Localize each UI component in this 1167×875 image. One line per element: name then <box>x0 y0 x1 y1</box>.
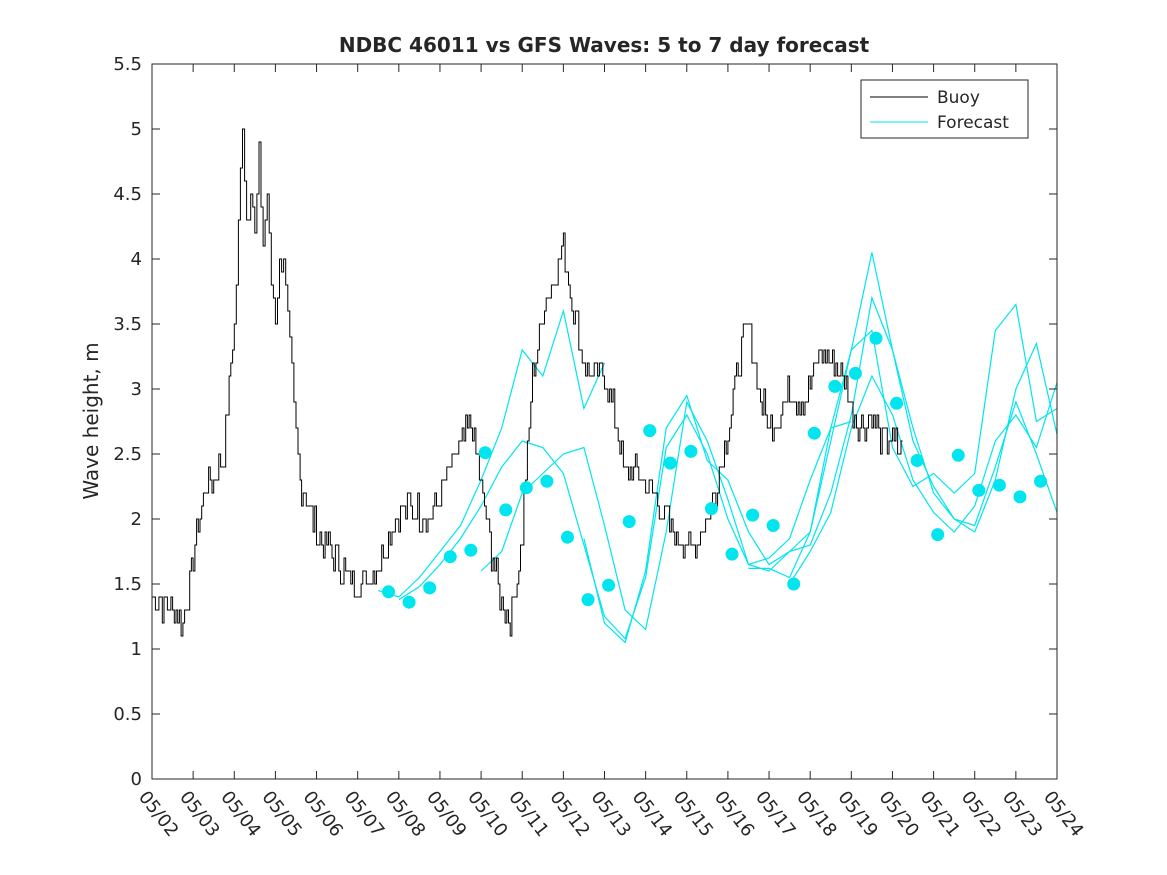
forecast-line-4 <box>583 252 1058 644</box>
forecast-marker <box>643 424 657 438</box>
buoy-line <box>152 128 903 637</box>
forecast-line-5 <box>748 303 1058 579</box>
forecast-line-3 <box>480 295 1058 631</box>
x-tick-label: 05/12 <box>545 787 593 841</box>
forecast-marker <box>704 502 718 516</box>
forecast-marker <box>890 396 904 410</box>
x-tick-label: 05/21 <box>916 787 964 841</box>
x-tick-label: 05/04 <box>216 787 264 841</box>
forecast-markers <box>382 331 1048 609</box>
x-tick-label: 05/05 <box>257 787 305 841</box>
forecast-marker <box>787 577 801 591</box>
y-tick-label: 3 <box>131 379 142 400</box>
forecast-marker <box>725 547 739 561</box>
legend-label-forecast: Forecast <box>937 113 1009 133</box>
forecast-marker <box>602 578 616 592</box>
forecast-marker <box>382 585 396 599</box>
y-tick-label: 4 <box>131 249 142 270</box>
y-tick-label: 0.5 <box>113 704 142 725</box>
forecast-marker <box>581 593 595 607</box>
x-tick-label: 05/02 <box>134 787 182 841</box>
forecast-line-2 <box>398 413 852 640</box>
forecast-marker <box>499 503 513 517</box>
forecast-marker <box>766 519 780 532</box>
forecast-marker <box>402 595 416 609</box>
forecast-marker <box>746 508 760 522</box>
forecast-marker <box>869 331 883 345</box>
x-tick-label: 05/22 <box>957 787 1005 841</box>
forecast-marker <box>910 454 924 467</box>
y-axis-label: Wave height, m <box>79 342 103 499</box>
forecast-marker <box>663 456 677 470</box>
legend: Buoy Forecast <box>860 79 1029 139</box>
forecast-marker <box>684 444 698 458</box>
legend-box <box>860 79 1029 139</box>
x-tick-label: 05/20 <box>875 787 923 841</box>
x-tick-label: 05/11 <box>504 787 552 841</box>
y-tick-label: 2.5 <box>113 444 142 465</box>
forecast-marker <box>1013 490 1027 504</box>
x-tick-label: 05/19 <box>833 787 881 841</box>
x-tick-label: 05/06 <box>299 787 347 841</box>
forecast-marker <box>951 448 965 462</box>
forecast-marker <box>540 474 554 488</box>
forecast-marker <box>972 483 986 497</box>
forecast-marker <box>1034 474 1048 488</box>
forecast-marker <box>848 366 862 380</box>
forecast-marker <box>519 481 533 495</box>
x-tick-label: 05/03 <box>175 787 223 841</box>
y-tick-label: 3.5 <box>113 314 142 335</box>
forecast-line-6 <box>789 374 1058 585</box>
y-tick-label: 5 <box>131 119 142 140</box>
y-tick-label: 0 <box>131 769 142 790</box>
forecast-marker <box>622 515 636 529</box>
plot-area <box>152 64 1057 779</box>
x-tick-label: 05/15 <box>669 787 717 841</box>
x-tick-label: 05/17 <box>751 787 799 841</box>
x-tick-label: 05/13 <box>587 787 635 841</box>
y-tick-label: 5.5 <box>113 54 142 75</box>
forecast-marker <box>443 550 457 564</box>
forecast-lines <box>378 252 1058 644</box>
x-tick-label: 05/10 <box>463 787 511 841</box>
chart-title: NDBC 46011 vs GFS Waves: 5 to 7 day fore… <box>339 33 870 57</box>
y-tick-label: 4.5 <box>113 184 142 205</box>
y-tick-label: 1 <box>131 639 142 660</box>
x-tick-label: 05/14 <box>628 787 676 841</box>
buoy-line-group <box>152 128 903 637</box>
y-axis: 0 0.5 1 1.5 2 2.5 3 3.5 4 4.5 5 5.5 <box>113 54 1057 790</box>
x-tick-label: 05/08 <box>381 787 429 841</box>
x-tick-label: 05/18 <box>792 787 840 841</box>
x-tick-label: 05/24 <box>1039 787 1087 841</box>
x-tick-label: 05/09 <box>422 787 470 841</box>
x-tick-label: 05/23 <box>998 787 1046 841</box>
x-tick-label: 05/07 <box>340 787 388 841</box>
forecast-marker <box>478 446 492 460</box>
forecast-marker <box>992 478 1006 492</box>
forecast-marker <box>464 543 478 557</box>
forecast-marker <box>931 528 945 542</box>
forecast-marker <box>807 426 821 440</box>
y-tick-label: 2 <box>131 509 142 530</box>
forecast-marker <box>560 530 574 544</box>
x-tick-label: 05/16 <box>710 787 758 841</box>
forecast-marker <box>423 581 437 595</box>
forecast-marker <box>828 379 842 393</box>
legend-label-buoy: Buoy <box>937 88 980 108</box>
y-tick-label: 1.5 <box>113 574 142 595</box>
